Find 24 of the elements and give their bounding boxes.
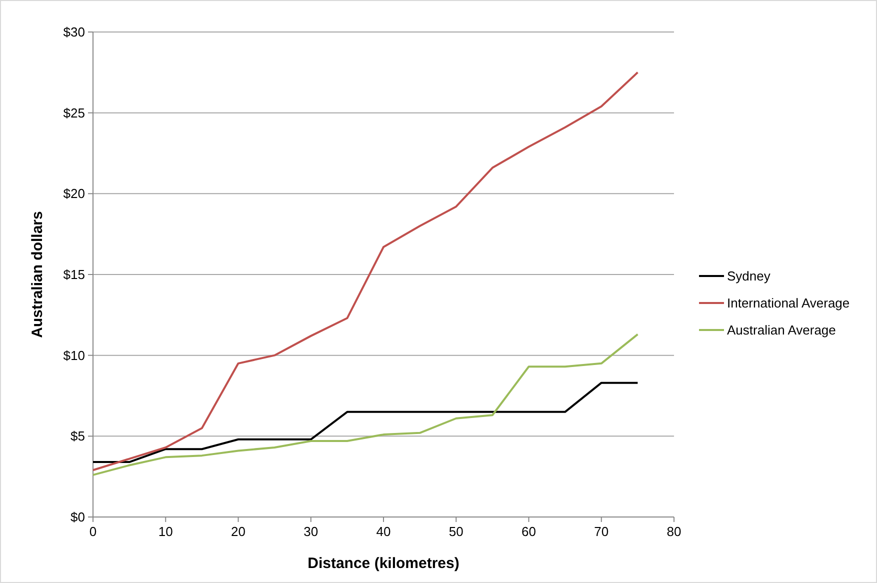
x-tick-label: 60 xyxy=(522,524,536,539)
y-tick-label: $5 xyxy=(70,428,85,444)
x-tick-label: 80 xyxy=(666,524,682,539)
x-tick-label: 20 xyxy=(231,524,246,539)
x-tick-label: 70 xyxy=(594,524,609,539)
y-tick-label: $15 xyxy=(63,267,85,282)
y-tick-label: $30 xyxy=(63,24,85,40)
line-series xyxy=(92,382,639,464)
x-tick-label: 30 xyxy=(304,524,318,539)
x-axis-title: Distance (kilometres) xyxy=(308,555,460,572)
y-tick-label: $10 xyxy=(63,348,85,363)
x-tick-label: 40 xyxy=(376,524,391,539)
x-tick-label: 10 xyxy=(158,524,173,539)
line-series xyxy=(92,71,639,472)
x-tick-label: 0 xyxy=(89,524,97,539)
y-tick-label: $25 xyxy=(63,105,85,120)
legend-label: Sydney xyxy=(727,268,771,284)
y-axis-title: Australian dollars xyxy=(29,211,46,338)
x-tick-label: 50 xyxy=(448,524,464,539)
line-series xyxy=(92,333,639,476)
y-tick-label: $20 xyxy=(63,186,85,202)
legend-label: Australian Average xyxy=(727,322,836,338)
legend-label: International Average xyxy=(727,296,850,311)
y-tick-label: $0 xyxy=(70,510,85,525)
